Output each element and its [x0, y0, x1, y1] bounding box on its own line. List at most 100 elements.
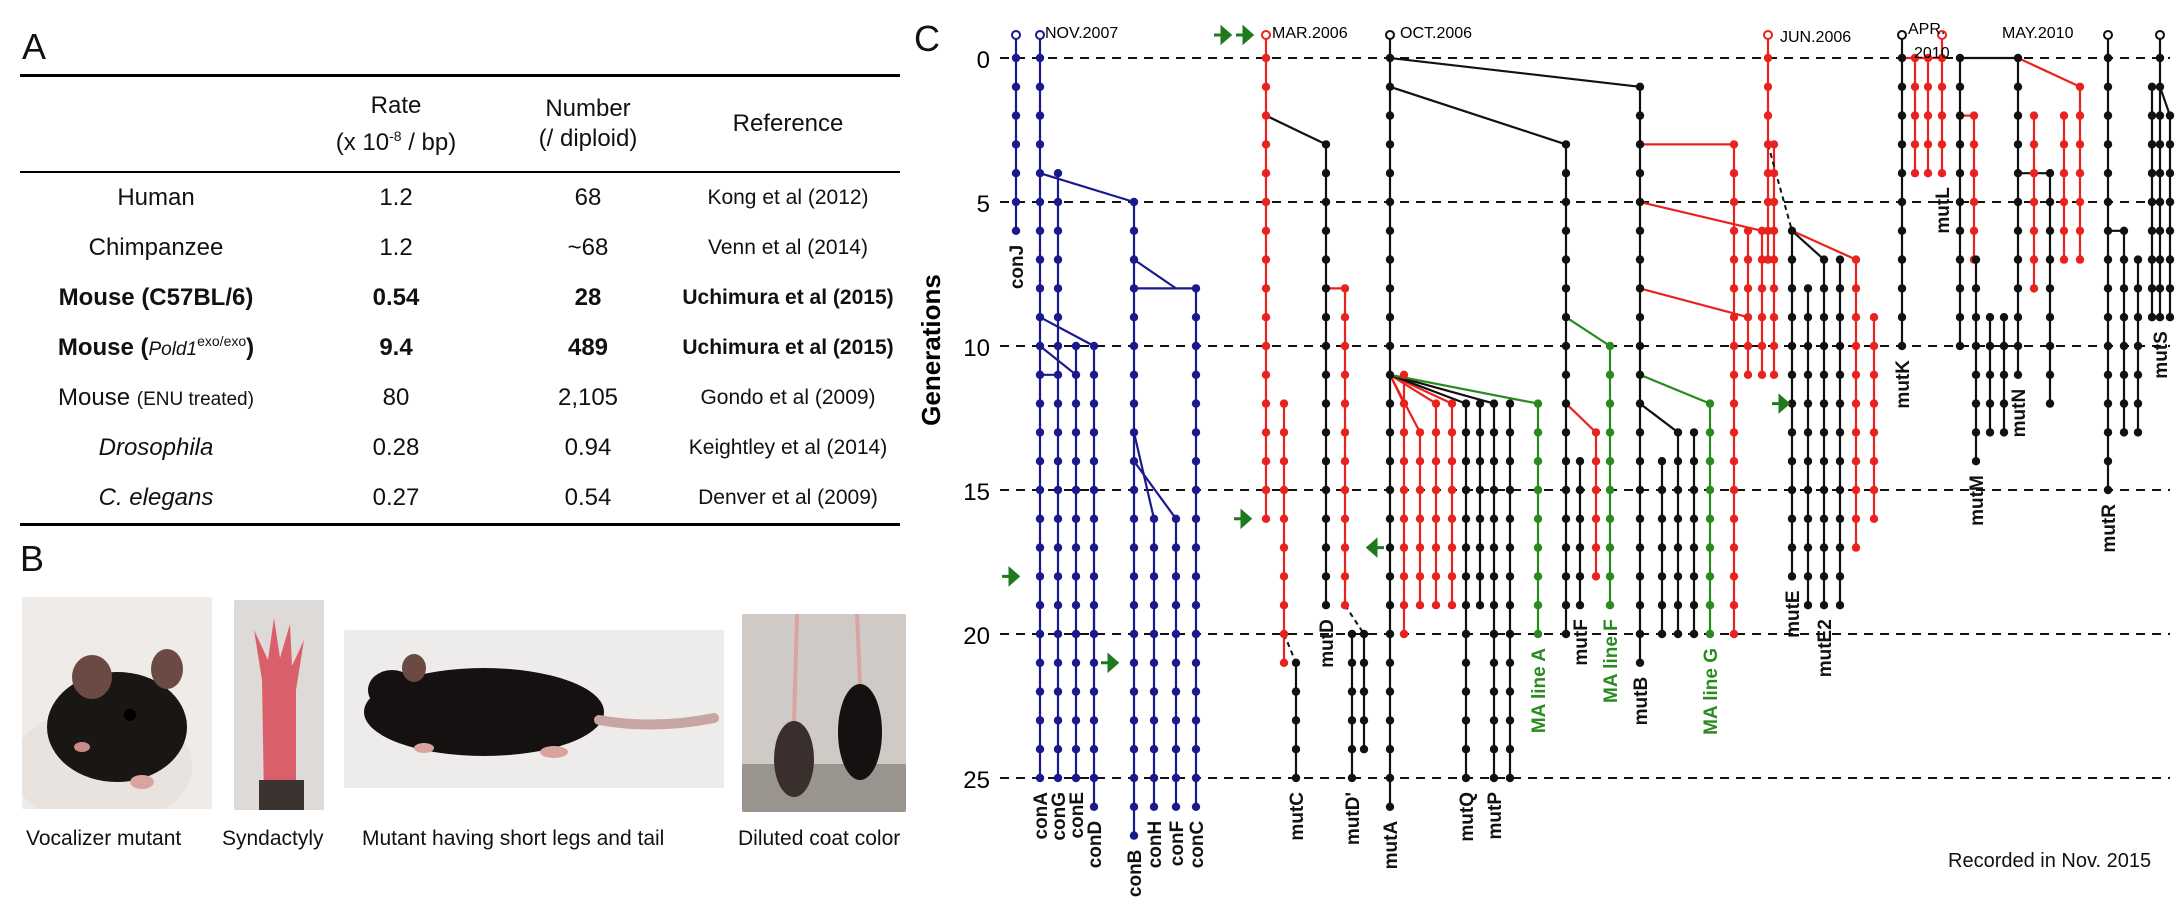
generation-node: [1763, 53, 1773, 63]
genotype-sup: exo/exo: [197, 333, 247, 349]
generation-node: [1635, 341, 1645, 351]
generation-node: [1461, 399, 1471, 408]
generation-node: [1851, 255, 1861, 264]
generation-node: [1129, 428, 1139, 437]
generation-node: [1089, 601, 1099, 610]
generation-node: [1787, 284, 1797, 293]
generation-node: [1489, 658, 1499, 667]
generation-node: [1897, 255, 1907, 264]
generation-node: [1461, 658, 1471, 667]
generation-node: [1340, 543, 1350, 552]
generation-node: [1129, 226, 1139, 235]
generation-node: [1803, 399, 1813, 408]
generation-node: [2103, 169, 2113, 178]
generation-node: [1261, 428, 1271, 437]
generation-node: [1635, 514, 1645, 523]
generation-node: [1819, 399, 1829, 408]
generation-node: [1605, 572, 1615, 581]
generation-node: [1635, 111, 1645, 120]
generation-node: [1475, 572, 1485, 581]
generation-node: [1769, 226, 1779, 235]
generation-node: [1819, 572, 1829, 581]
rate-cell: 0.28: [372, 433, 420, 461]
generation-node: [1385, 226, 1395, 235]
generation-node: [1071, 514, 1081, 523]
generation-node: [1035, 169, 1045, 178]
generation-node: [1149, 658, 1159, 667]
generation-node: [1835, 341, 1845, 351]
generation-node: [1191, 629, 1201, 639]
generation-node: [2045, 370, 2055, 379]
generation-node: [1561, 197, 1571, 207]
y-tick-5: 5: [977, 191, 990, 218]
generation-node: [1171, 716, 1181, 725]
generation-node: [1635, 140, 1645, 149]
generation-node: [1340, 485, 1350, 495]
branch-line: [1791, 229, 1825, 261]
generation-node: [1763, 197, 1773, 207]
branch-line: [2158, 86, 2172, 116]
generation-node: [1191, 313, 1201, 322]
generation-node: [1969, 140, 1979, 149]
generation-node: [1489, 543, 1499, 552]
generation-node: [1461, 687, 1471, 696]
generation-node: [2059, 255, 2069, 264]
generation-node: [2103, 255, 2113, 264]
generation-node: [1729, 601, 1739, 610]
generation-node: [1955, 53, 1965, 63]
generation-node: [1955, 197, 1965, 207]
generation-node: [1053, 399, 1063, 408]
generation-node: [1399, 514, 1409, 523]
generation-axis: Generations 0 5 10 15 20 25: [916, 47, 990, 794]
generation-node: [1769, 169, 1779, 178]
generation-node: [1605, 341, 1615, 351]
generation-node: [1851, 457, 1861, 466]
generation-node: [1261, 313, 1271, 322]
generation-node: [2133, 428, 2143, 437]
generation-node: [1673, 543, 1683, 552]
generation-node: [1489, 399, 1499, 408]
generation-node: [1591, 572, 1601, 581]
generation-node: [1591, 457, 1601, 466]
generation-node: [1575, 572, 1585, 581]
generation-node: [2133, 255, 2143, 264]
generation-node: [1431, 485, 1441, 495]
generation-node: [1605, 514, 1615, 523]
generation-node: [1505, 601, 1515, 610]
generation-node: [1533, 572, 1543, 581]
generation-node: [1053, 514, 1063, 523]
generation-node: [1605, 399, 1615, 408]
branch-line: [1639, 402, 1679, 434]
generation-node: [1071, 370, 1081, 379]
generation-node: [1605, 601, 1615, 610]
generation-node: [1757, 226, 1767, 235]
generation-node: [1729, 197, 1739, 207]
table-row: Mouse (ENU treated) 80 2,105 Gondo et al…: [20, 373, 900, 423]
generation-node: [1053, 226, 1063, 235]
generation-node: [1129, 370, 1139, 379]
generation-node: [1763, 111, 1773, 120]
founder-node: [1897, 29, 1907, 40]
generation-node: [1743, 284, 1753, 293]
line-label-conC: conC: [1187, 821, 1208, 869]
generation-node: [1910, 53, 1920, 63]
generation-node: [1635, 399, 1645, 408]
generation-node: [1261, 226, 1271, 235]
generation-node: [1461, 428, 1471, 437]
generation-node: [1071, 658, 1081, 667]
generation-node: [2155, 226, 2165, 235]
generation-node: [1955, 226, 1965, 235]
rate-cell: 0.27: [372, 483, 420, 511]
generation-node: [1505, 457, 1515, 466]
generation-node: [1321, 399, 1331, 408]
header-number-unit: (/ diploid): [538, 125, 638, 152]
generation-node: [1129, 197, 1139, 207]
green-arrow: [1772, 393, 1791, 414]
generation-node: [2013, 226, 2023, 235]
branch-line: [1389, 56, 1641, 88]
generation-node: [2045, 284, 2055, 293]
generation-node: [1431, 399, 1441, 408]
generation-node: [1475, 543, 1485, 552]
generation-node: [1089, 428, 1099, 437]
generation-node: [1705, 399, 1715, 408]
